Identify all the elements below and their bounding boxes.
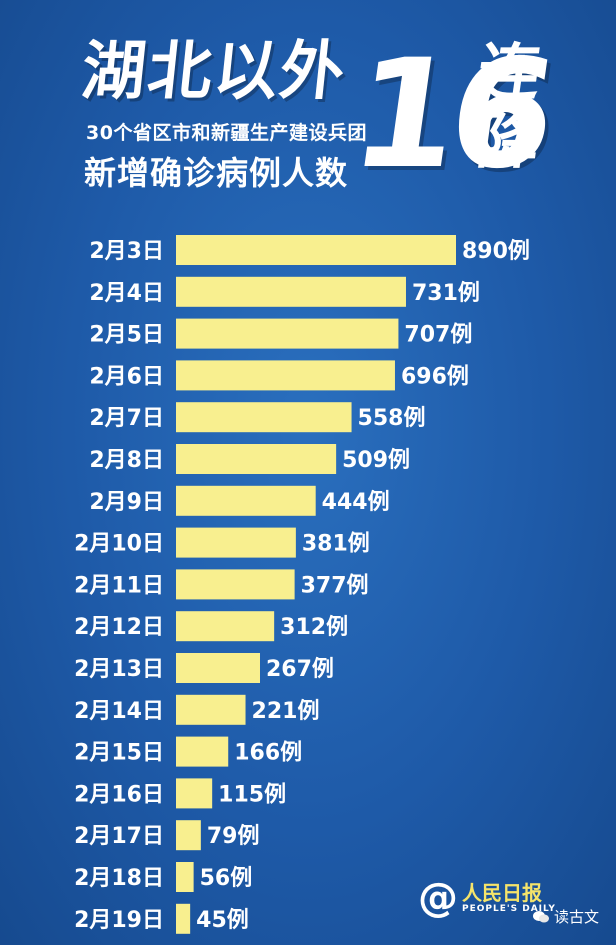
bar	[176, 402, 352, 433]
value-label: 267例	[266, 657, 334, 682]
bar	[176, 778, 213, 809]
category-label: 2月11日	[74, 573, 164, 598]
category-label: 2月16日	[74, 782, 164, 807]
value-label: 166例	[234, 741, 302, 766]
bar	[176, 736, 229, 767]
value-label: 221例	[252, 699, 320, 724]
category-label: 2月15日	[74, 741, 164, 766]
bar	[176, 235, 456, 265]
value-label: 79例	[207, 824, 260, 849]
bar	[176, 527, 296, 558]
category-label: 2月6日	[89, 364, 164, 389]
category-label: 2月17日	[74, 824, 164, 849]
publisher-logo: @ 人民日报 PEOPLE'S DAILY	[418, 878, 556, 918]
value-label: 45例	[196, 908, 249, 933]
category-label: 2月5日	[89, 323, 164, 348]
category-label: 2月19日	[74, 908, 164, 933]
value-label: 707例	[404, 323, 472, 348]
value-label: 890例	[462, 239, 530, 264]
bar	[176, 485, 316, 516]
publisher-name-en: PEOPLE'S DAILY	[462, 904, 556, 914]
bar	[176, 653, 260, 683]
at-sign-icon: @	[418, 875, 458, 921]
category-label: 2月18日	[74, 866, 164, 891]
category-label: 2月10日	[74, 532, 164, 557]
category-label: 2月4日	[89, 281, 164, 306]
category-label: 2月8日	[89, 448, 164, 473]
category-label: 2月9日	[89, 490, 164, 515]
value-label: 377例	[301, 573, 369, 598]
bar	[176, 318, 399, 349]
category-label: 2月13日	[74, 657, 164, 682]
subtitle-regions: 30个省区市和新疆生产建设兵团	[86, 122, 367, 144]
bar	[176, 360, 395, 391]
category-label: 2月7日	[89, 406, 164, 431]
bar	[176, 862, 194, 892]
watermark: 读古文	[532, 906, 599, 927]
bar	[176, 903, 191, 934]
value-label: 731例	[412, 281, 480, 306]
value-label: 56例	[200, 866, 253, 891]
category-label: 2月3日	[89, 239, 164, 264]
bar	[176, 611, 275, 642]
subtitle-metric: 新增确诊病例人数	[84, 154, 349, 192]
value-label: 115例	[218, 782, 286, 807]
bar	[176, 444, 337, 474]
value-label: 558例	[358, 406, 426, 431]
bar	[176, 820, 201, 851]
bar	[176, 694, 246, 725]
category-label: 2月12日	[74, 615, 164, 640]
value-label: 312例	[280, 615, 348, 640]
publisher-name: 人民日报	[462, 881, 542, 905]
watermark-text: 读古文	[554, 908, 600, 926]
category-label: 2月14日	[74, 699, 164, 724]
value-label: 509例	[342, 448, 410, 473]
bar	[176, 276, 406, 307]
value-label: 444例	[322, 490, 390, 515]
wechat-icon	[533, 910, 549, 922]
bar	[176, 569, 295, 600]
value-label: 381例	[302, 532, 370, 557]
value-label: 696例	[401, 364, 469, 389]
